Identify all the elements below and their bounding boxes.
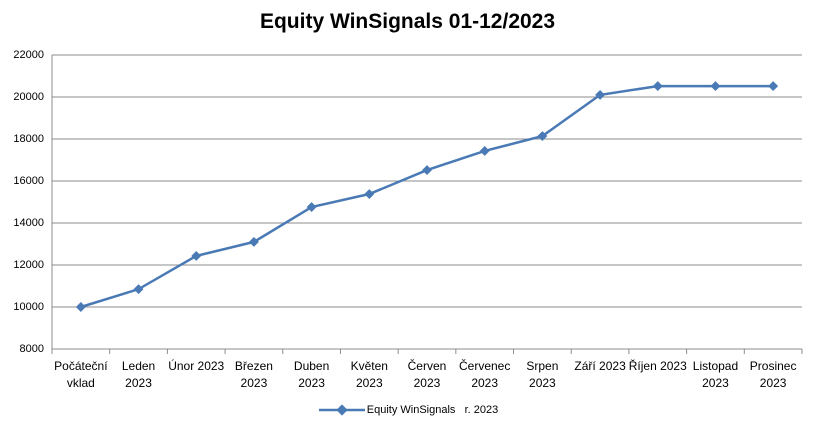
legend-label: Equity WinSignals r. 2023 (366, 404, 499, 416)
x-tick-label: Únor 2023 (168, 359, 225, 373)
x-tick-label: Listopad 2023 (692, 359, 739, 390)
y-tick-label: 10000 (13, 301, 44, 313)
marker (537, 131, 548, 142)
legend: Equity WinSignals r. 2023 (0, 404, 815, 416)
x-tick-label: Počáteční vklad (54, 359, 108, 390)
x-tick-label: Září 2023 (574, 359, 626, 373)
marker (422, 165, 432, 176)
y-tick-label: 18000 (13, 133, 44, 145)
x-tick-label: Leden 2023 (121, 359, 156, 390)
marker (710, 81, 721, 92)
marker (595, 89, 606, 100)
x-tick-label: Červenec 2023 (459, 359, 511, 390)
x-tick-label: Duben 2023 (293, 359, 330, 390)
marker (652, 81, 663, 92)
marker (191, 251, 202, 261)
marker (364, 189, 375, 199)
x-tick-label: Březen 2023 (234, 359, 273, 390)
x-tick-label: Srpen 2023 (526, 359, 559, 390)
y-tick-label: 12000 (13, 259, 44, 271)
marker (306, 202, 317, 212)
x-tick-label: Červen 2023 (407, 359, 447, 390)
legend-swatch (318, 404, 365, 416)
marker (479, 146, 490, 156)
marker (768, 81, 779, 92)
y-tick-label: 22000 (13, 49, 44, 61)
y-tick-label: 8000 (20, 343, 44, 355)
x-tick-label: Prosinec 2023 (749, 359, 797, 390)
chart-title: Equity WinSignals 01-12/2023 (259, 10, 556, 33)
marker (75, 302, 86, 312)
series-line (80, 84, 774, 309)
y-tick-label: 16000 (13, 175, 44, 187)
y-tick-label: 20000 (13, 91, 44, 103)
marker (133, 284, 144, 295)
marker (248, 236, 259, 247)
y-tick-label: 14000 (13, 217, 44, 229)
x-tick-label: Říjen 2023 (628, 359, 687, 373)
x-tick-label: Květen 2023 (350, 359, 388, 390)
